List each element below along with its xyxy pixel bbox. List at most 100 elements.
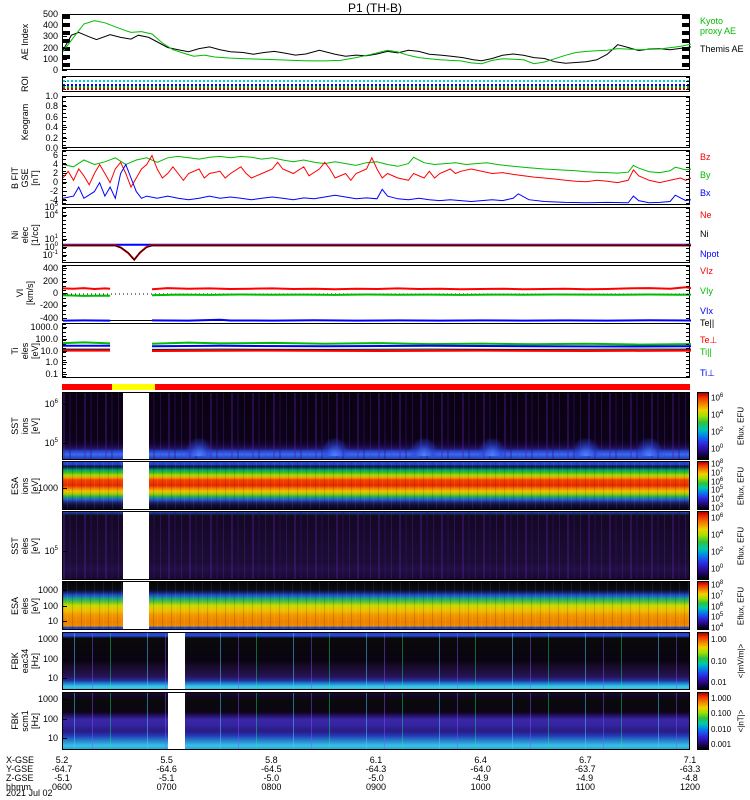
axis-value: -4.8 bbox=[682, 773, 698, 783]
colorbar-tick-label: 105 bbox=[711, 485, 724, 496]
temp-legend-ti||: Ti|| bbox=[700, 347, 712, 357]
sst_eles-panel bbox=[62, 511, 690, 580]
ytick-label: -400 bbox=[39, 312, 58, 323]
axis-value: -5.0 bbox=[263, 773, 280, 783]
fbk_eac34-colorbar bbox=[697, 632, 709, 690]
colorbar-tick-label: 106 bbox=[711, 601, 724, 612]
tick-mark bbox=[62, 254, 67, 256]
sst_eles-colorbar-unit: Eflux, EFU bbox=[736, 526, 746, 565]
series-kyoto proxy ae bbox=[63, 20, 691, 65]
colorbar-tick-label: 104 bbox=[711, 622, 724, 633]
bfit-plot-lines bbox=[63, 154, 691, 204]
axis-value: -64.5 bbox=[261, 764, 282, 774]
tick-mark bbox=[62, 621, 67, 623]
temp-legend-te⊥: Te⊥ bbox=[700, 335, 718, 345]
tick-mark bbox=[62, 350, 67, 352]
keogram-panel bbox=[62, 96, 690, 148]
series-ti|| bbox=[151, 341, 691, 346]
ae-panel bbox=[62, 14, 691, 70]
colorbar-tick-label: 0.001 bbox=[711, 740, 732, 750]
axis-value: -4.9 bbox=[577, 773, 594, 783]
tick-mark bbox=[62, 698, 67, 700]
ytick-label: 0.4 bbox=[45, 122, 58, 133]
roi-flag-line bbox=[63, 84, 689, 86]
colorbar-tick-label: 100 bbox=[711, 443, 724, 454]
axis-value: 0800 bbox=[261, 782, 282, 792]
colorbar-tick-label: 1.00 bbox=[711, 634, 727, 644]
tick-mark bbox=[62, 148, 67, 149]
ytick-label: -2 bbox=[49, 185, 58, 196]
ytick-label: 100 bbox=[42, 53, 58, 64]
tick-mark bbox=[62, 106, 67, 108]
series-viy bbox=[151, 293, 691, 297]
tick-mark bbox=[62, 338, 67, 340]
tick-mark bbox=[62, 163, 67, 165]
flux-enhancement bbox=[321, 438, 350, 457]
colorbar-tick-label: 103 bbox=[711, 502, 724, 513]
tick-mark bbox=[62, 47, 67, 49]
colorbar-tick-label: 102 bbox=[711, 547, 724, 557]
tick-mark bbox=[62, 317, 67, 319]
colorbar-tick-label: 104 bbox=[711, 529, 724, 540]
axis-value: -63.3 bbox=[679, 764, 701, 774]
tick-mark bbox=[62, 154, 67, 156]
flux-enhancement bbox=[478, 438, 507, 457]
fbk_eac34-texture bbox=[63, 633, 689, 689]
axis-value: -64.0 bbox=[470, 764, 491, 774]
tick-mark bbox=[62, 374, 67, 376]
keogram-plot-lines bbox=[63, 97, 691, 149]
ni-panel bbox=[62, 207, 691, 263]
axis-value: -64.6 bbox=[156, 764, 177, 774]
ytick-label: 101 bbox=[44, 233, 58, 244]
ytick-label: 0 bbox=[52, 65, 58, 75]
temp-panel bbox=[62, 323, 691, 378]
series-bx bbox=[63, 163, 691, 204]
axis-value: -5.1 bbox=[54, 773, 70, 783]
ytick-label: 1000 bbox=[37, 633, 58, 644]
ytick-label: 200 bbox=[42, 42, 58, 53]
esa_eles-colorbar bbox=[697, 581, 709, 630]
esa_ions-panel bbox=[62, 461, 690, 510]
ytick-label: 1.0 bbox=[45, 357, 58, 368]
series-viy bbox=[63, 294, 111, 297]
roi-flag-line bbox=[63, 80, 689, 83]
bfit-legend-by: By bbox=[700, 170, 711, 180]
flux-enhancement bbox=[635, 438, 664, 457]
axis-value: 5.8 bbox=[265, 755, 278, 765]
axis-value: -64.3 bbox=[365, 764, 387, 774]
tick-mark bbox=[62, 605, 67, 607]
data-gap bbox=[122, 512, 149, 579]
tick-mark bbox=[62, 137, 67, 139]
data-gap bbox=[122, 582, 149, 629]
series-viz bbox=[63, 287, 111, 291]
ytick-label: 1000 bbox=[37, 693, 58, 704]
ae-legend-kyoto: Kyoto proxy AE bbox=[700, 16, 737, 37]
sst_ions-colorbar bbox=[697, 392, 709, 460]
ytick-label: 0.0 bbox=[45, 143, 58, 153]
ytick-label: -200 bbox=[39, 300, 58, 311]
ytick-label: 100.0 bbox=[35, 333, 58, 344]
colorbar-tick-label: 106 bbox=[711, 476, 724, 487]
tick-mark bbox=[62, 659, 67, 661]
esa_ions-colorbar-unit: Eflux, EFU bbox=[736, 466, 746, 505]
data-gap bbox=[167, 633, 186, 689]
colorbar-tick-label: 106 bbox=[711, 393, 724, 404]
colorbar-tick-label: 108 bbox=[711, 458, 724, 469]
tick-mark bbox=[62, 362, 67, 364]
axis-value: 1100 bbox=[575, 782, 595, 792]
sst_ions-panel bbox=[62, 392, 690, 460]
tick-mark bbox=[62, 638, 67, 640]
tick-mark bbox=[62, 199, 67, 201]
ytick-label: 1000 bbox=[37, 482, 58, 493]
series-by bbox=[63, 155, 691, 174]
ytick-label: 0 bbox=[52, 176, 58, 187]
ytick-label: 300 bbox=[42, 31, 58, 42]
ytick-label: 106 bbox=[44, 399, 58, 410]
esa_eles-panel bbox=[62, 581, 690, 630]
axis-value: -4.9 bbox=[472, 773, 489, 783]
ytick-label: 105 bbox=[44, 202, 58, 212]
axis-row-label-hhmm: hhmm bbox=[6, 782, 32, 792]
series-ti⊥ bbox=[151, 344, 691, 348]
tick-mark bbox=[62, 326, 67, 328]
